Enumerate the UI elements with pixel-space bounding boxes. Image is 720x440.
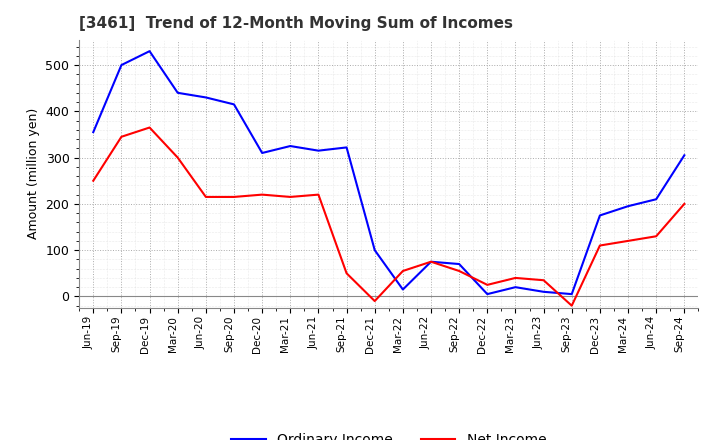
Ordinary Income — [342, 145, 351, 150]
Ordinary Income — [567, 291, 576, 297]
Ordinary Income — [117, 62, 126, 68]
Net Income — [89, 178, 98, 183]
Ordinary Income — [258, 150, 266, 156]
Net Income — [145, 125, 154, 130]
Y-axis label: Amount (million yen): Amount (million yen) — [27, 108, 40, 239]
Net Income — [342, 271, 351, 276]
Ordinary Income — [427, 259, 436, 264]
Net Income — [595, 243, 604, 248]
Ordinary Income — [202, 95, 210, 100]
Net Income — [202, 194, 210, 200]
Net Income — [455, 268, 464, 274]
Line: Net Income: Net Income — [94, 128, 684, 306]
Net Income — [680, 201, 688, 206]
Net Income — [539, 278, 548, 283]
Ordinary Income — [539, 289, 548, 294]
Ordinary Income — [230, 102, 238, 107]
Ordinary Income — [652, 197, 660, 202]
Net Income — [314, 192, 323, 197]
Ordinary Income — [89, 129, 98, 135]
Ordinary Income — [595, 213, 604, 218]
Net Income — [117, 134, 126, 139]
Net Income — [286, 194, 294, 200]
Ordinary Income — [455, 261, 464, 267]
Ordinary Income — [174, 90, 182, 95]
Net Income — [567, 303, 576, 308]
Line: Ordinary Income: Ordinary Income — [94, 51, 684, 294]
Net Income — [511, 275, 520, 281]
Text: [3461]  Trend of 12-Month Moving Sum of Incomes: [3461] Trend of 12-Month Moving Sum of I… — [79, 16, 513, 32]
Net Income — [427, 259, 436, 264]
Ordinary Income — [314, 148, 323, 153]
Net Income — [174, 155, 182, 160]
Ordinary Income — [680, 153, 688, 158]
Net Income — [483, 282, 492, 287]
Ordinary Income — [624, 204, 632, 209]
Net Income — [652, 234, 660, 239]
Net Income — [370, 298, 379, 304]
Net Income — [399, 268, 408, 274]
Ordinary Income — [399, 287, 408, 292]
Net Income — [258, 192, 266, 197]
Net Income — [230, 194, 238, 200]
Ordinary Income — [145, 48, 154, 54]
Ordinary Income — [370, 248, 379, 253]
Ordinary Income — [286, 143, 294, 149]
Ordinary Income — [483, 291, 492, 297]
Legend: Ordinary Income, Net Income: Ordinary Income, Net Income — [226, 428, 552, 440]
Net Income — [624, 238, 632, 244]
Ordinary Income — [511, 285, 520, 290]
